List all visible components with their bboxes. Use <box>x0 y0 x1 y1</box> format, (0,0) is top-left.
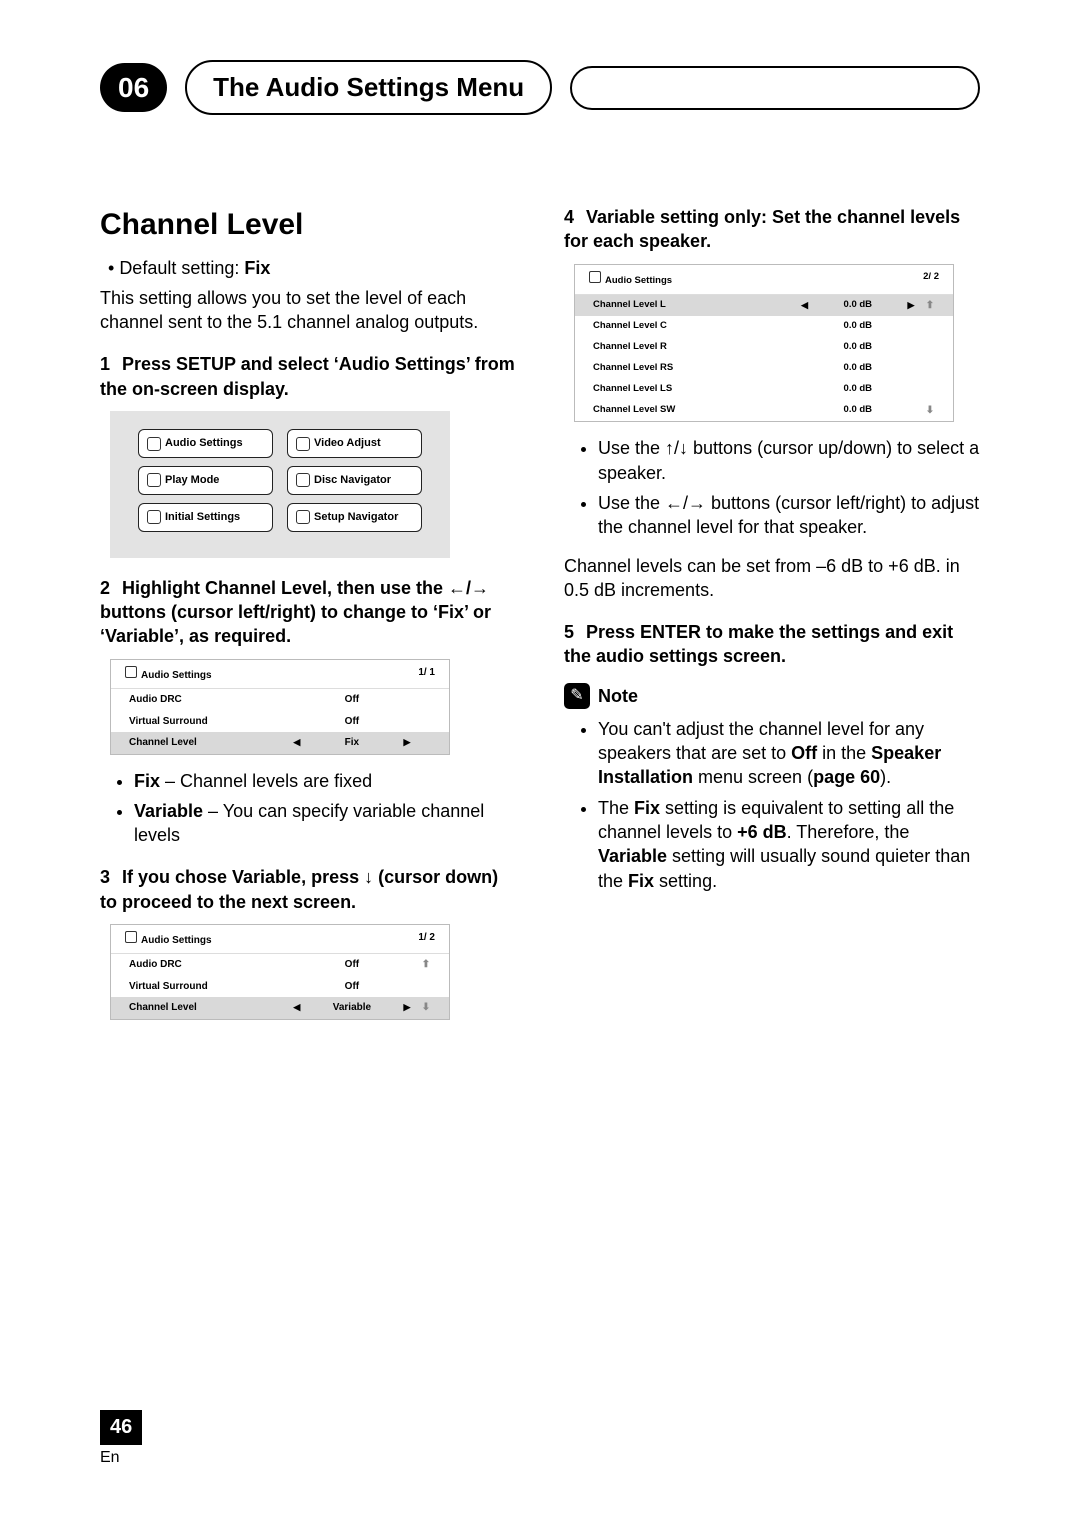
menu-item-play-mode: Play Mode <box>138 466 273 495</box>
note-heading: ✎ Note <box>564 683 980 709</box>
range-text: Channel levels can be set from –6 dB to … <box>564 554 980 603</box>
language-code: En <box>100 1447 142 1469</box>
right-column: 4Variable setting only: Set the channel … <box>564 205 980 1034</box>
step-4: 4Variable setting only: Set the channel … <box>564 205 980 254</box>
cursor-instructions: Use the ↑/↓ buttons (cursor up/down) to … <box>564 436 980 539</box>
left-column: Channel Level • Default setting: Fix Thi… <box>100 205 516 1034</box>
monitor-icon <box>296 437 310 451</box>
chapter-title-pill: The Audio Settings Menu <box>185 60 552 115</box>
menu-item-audio-settings: Audio Settings <box>138 429 273 458</box>
intro-text: This setting allows you to set the level… <box>100 286 516 335</box>
disc-icon <box>296 473 310 487</box>
left-arrow-icon <box>795 299 815 313</box>
play-icon <box>147 473 161 487</box>
menu-item-disc-navigator: Disc Navigator <box>287 466 422 495</box>
step-3: 3If you chose Variable, press ↓ (cursor … <box>100 865 516 914</box>
page-number-block: 46 En <box>100 1410 142 1469</box>
osd-screenshot-3: Audio Settings 2/ 2 Channel Level L0.0 d… <box>574 264 954 423</box>
right-arrow-icon <box>397 1001 417 1015</box>
scroll-down-icon <box>417 1001 435 1015</box>
left-arrow-icon <box>287 1001 307 1015</box>
gear-icon <box>147 510 161 524</box>
scroll-up-icon <box>921 299 939 313</box>
speaker-icon <box>147 437 161 451</box>
default-setting-line: • Default setting: Fix <box>100 256 516 280</box>
note-list: You can't adjust the channel level for a… <box>564 717 980 893</box>
page-header: 06 The Audio Settings Menu <box>100 60 980 115</box>
right-arrow-icon <box>901 299 921 313</box>
osd-screenshot-2: Audio Settings 1/ 2 Audio DRCOff Virtual… <box>110 924 450 1020</box>
speaker-icon <box>589 271 601 283</box>
chapter-number: 06 <box>100 63 167 113</box>
page-number: 46 <box>100 1410 142 1445</box>
osd-screenshot-1: Audio Settings 1/ 1 Audio DRCOff Virtual… <box>110 659 450 755</box>
scroll-up-icon <box>417 958 435 972</box>
right-arrow-icon <box>397 736 417 750</box>
fix-variable-list: Fix – Channel levels are fixed Variable … <box>100 769 516 848</box>
menu-item-initial-settings: Initial Settings <box>138 503 273 532</box>
scroll-down-icon <box>921 404 939 418</box>
speaker-icon <box>125 931 137 943</box>
note-icon: ✎ <box>564 683 590 709</box>
step-1: 1Press SETUP and select ‘Audio Settings’… <box>100 352 516 401</box>
step-2: 2Highlight Channel Level, then use the ←… <box>100 576 516 649</box>
menu-item-video-adjust: Video Adjust <box>287 429 422 458</box>
speaker-icon <box>125 666 137 678</box>
section-heading: Channel Level <box>100 205 516 246</box>
step-5: 5Press ENTER to make the settings and ex… <box>564 620 980 669</box>
setup-menu-screenshot: Audio Settings Video Adjust Play Mode Di… <box>110 411 450 558</box>
left-arrow-icon <box>287 736 307 750</box>
menu-item-setup-navigator: Setup Navigator <box>287 503 422 532</box>
wrench-icon <box>296 510 310 524</box>
decorative-pill <box>570 66 980 110</box>
